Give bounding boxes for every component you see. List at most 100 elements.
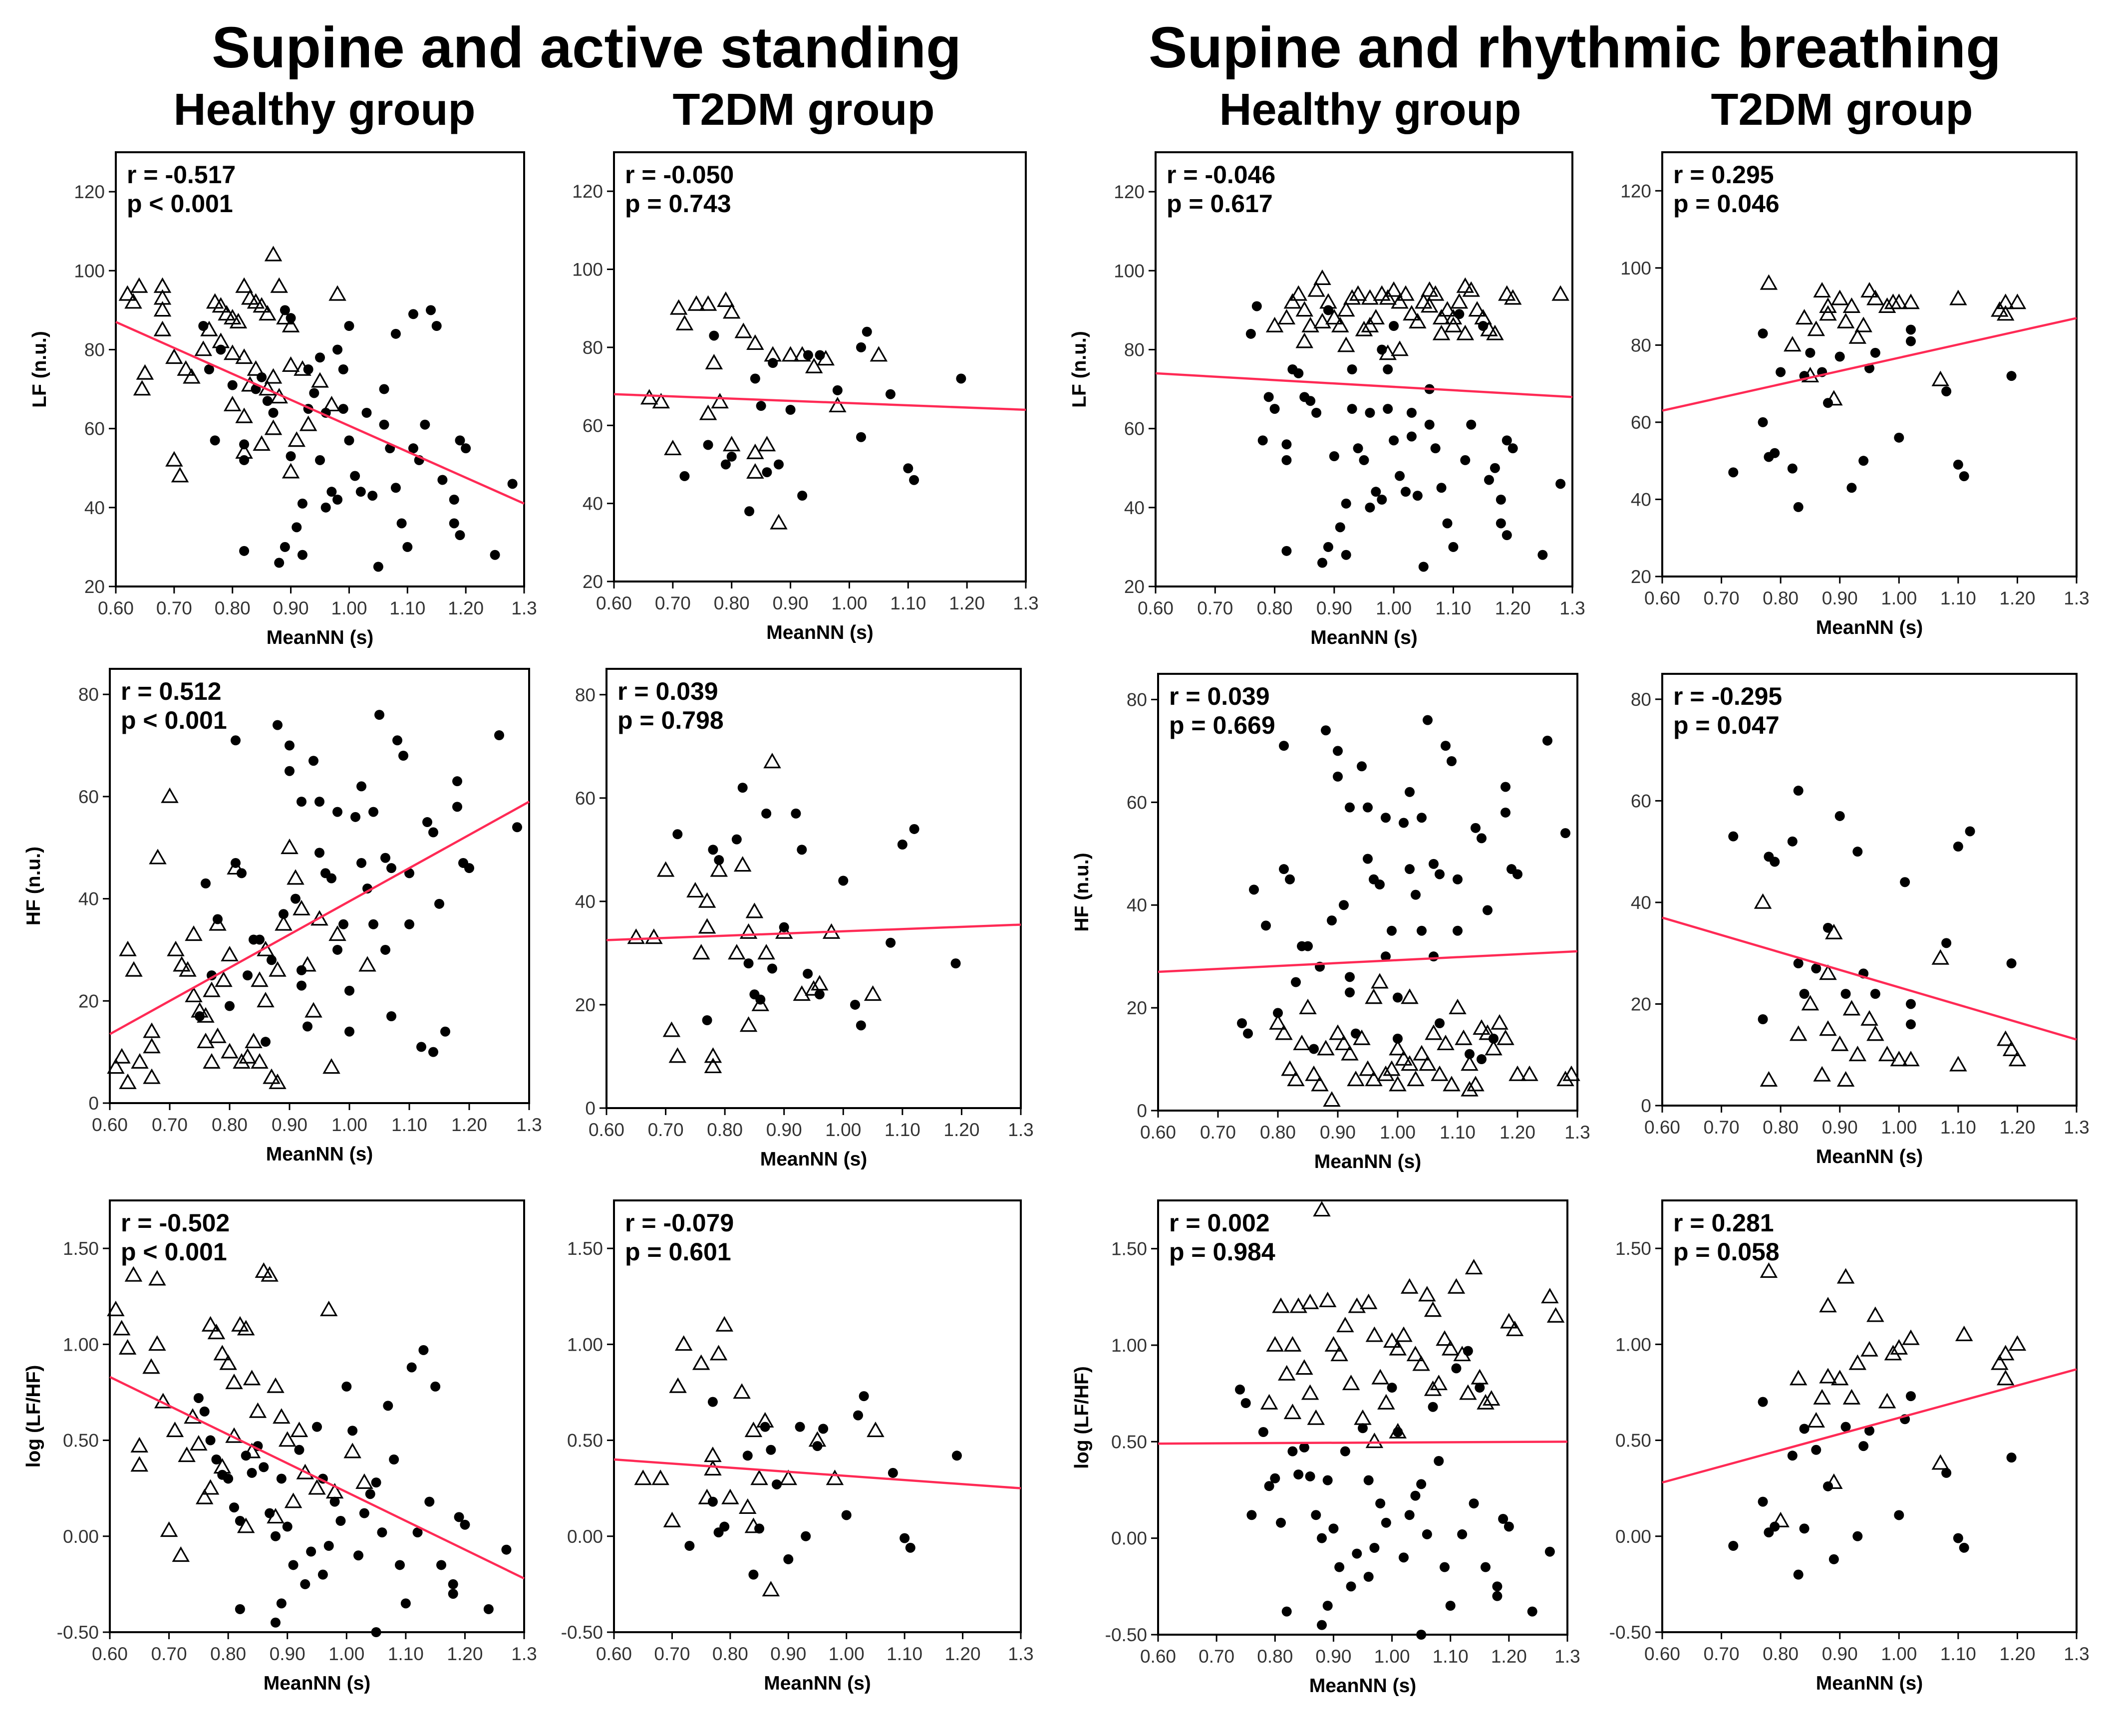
filled-circle-point	[1457, 1529, 1468, 1539]
open-triangle-point	[704, 1459, 722, 1476]
filled-circle-point	[243, 970, 253, 981]
open-triangle-point	[355, 1473, 373, 1489]
open-triangle-point	[328, 925, 346, 941]
y-tick-label: -0.50	[57, 1622, 99, 1643]
r-statistic: r = -0.046	[1167, 161, 1275, 189]
open-triangle-point	[1305, 1065, 1323, 1081]
open-triangle-point	[1335, 1034, 1353, 1051]
filled-circle-point	[326, 487, 337, 497]
p-statistic: p < 0.001	[121, 1238, 227, 1266]
regression-line	[606, 923, 1021, 941]
filled-circle-point	[344, 321, 354, 331]
filled-circle-point	[282, 1521, 293, 1532]
filled-circle-point	[1477, 833, 1487, 844]
open-triangle-point	[1341, 1045, 1359, 1061]
open-triangle-point	[1331, 316, 1349, 332]
filled-circle-point	[1512, 869, 1522, 879]
filled-circle-point	[332, 944, 342, 955]
filled-circle-point	[302, 1021, 312, 1032]
filled-circle-point	[312, 1422, 322, 1432]
filled-circle-point	[862, 326, 872, 337]
open-triangle-point	[1562, 1065, 1580, 1081]
filled-circle-point	[1463, 1346, 1473, 1356]
filled-circle-point	[434, 898, 444, 909]
filled-circle-point	[294, 1445, 304, 1455]
open-triangle-point	[1866, 289, 1884, 305]
x-tick-label: 0.60	[1644, 588, 1680, 608]
group-title-healthy-breathing: Healthy group	[1219, 85, 1521, 135]
x-tick-label: 1.20	[1491, 1646, 1527, 1667]
scatter-panel-srb_t_hf: 0.60 0.70 0.80 0.90 1.00 1.10 1.20 1.3 0 20 40 60 80…	[1631, 673, 2090, 1167]
open-triangle-point	[781, 346, 800, 362]
open-triangle-point	[1461, 1055, 1479, 1071]
open-triangle-point	[1996, 1030, 2015, 1046]
r-statistic: r = 0.039	[1169, 682, 1270, 710]
filled-circle-point	[373, 562, 383, 572]
open-triangle-point	[143, 1068, 161, 1084]
filled-circle-point	[1383, 364, 1393, 374]
open-triangle-point	[1801, 995, 1819, 1011]
x-tick-label: 1.20	[1999, 588, 2035, 608]
open-triangle-point	[1301, 1384, 1319, 1400]
filled-circle-point	[1257, 435, 1268, 446]
r-statistic: r = 0.295	[1673, 161, 1774, 189]
open-triangle-point	[179, 961, 197, 977]
filled-circle-point	[1381, 951, 1391, 962]
x-axis-label: MeanNN (s)	[764, 1673, 871, 1694]
filled-circle-point	[1299, 1442, 1309, 1452]
regression-line	[115, 321, 525, 505]
filled-circle-point	[1959, 471, 1969, 482]
plot-frame	[613, 1199, 1022, 1633]
filled-circle-point	[332, 495, 343, 505]
open-triangle-point	[1450, 293, 1469, 309]
y-tick-label: 1.50	[1111, 1239, 1147, 1259]
filled-circle-point	[1440, 1562, 1450, 1572]
filled-circle-point	[1469, 1498, 1479, 1509]
filled-circle-point	[1245, 328, 1256, 339]
filled-circle-point	[1261, 920, 1271, 931]
open-triangle-point	[757, 944, 775, 960]
x-tick-label: 1.00	[825, 1120, 861, 1140]
filled-circle-point	[235, 1516, 245, 1526]
filled-circle-point	[856, 342, 866, 352]
filled-circle-point	[797, 491, 808, 501]
filled-circle-point	[1454, 309, 1465, 319]
filled-circle-point	[455, 530, 465, 541]
filled-circle-point	[785, 405, 796, 415]
open-triangle-point	[1842, 1000, 1861, 1016]
filled-circle-point	[1416, 1630, 1427, 1640]
open-triangle-point	[1497, 1029, 1514, 1045]
open-triangle-point	[1477, 1394, 1495, 1410]
open-triangle-point	[229, 312, 248, 328]
plot-frame	[1157, 673, 1578, 1112]
open-triangle-point	[1395, 1326, 1413, 1342]
x-tick-label: 0.70	[1199, 1646, 1234, 1667]
open-triangle-point	[1825, 1473, 1843, 1489]
filled-circle-point	[1387, 1383, 1397, 1393]
filled-circle-point	[1243, 1028, 1253, 1039]
x-tick-label: 1.10	[1940, 1644, 1976, 1664]
open-triangle-point	[201, 1316, 220, 1332]
filled-circle-point	[888, 1467, 898, 1478]
filled-circle-point	[379, 384, 389, 394]
x-tick-label: 0.70	[156, 598, 192, 618]
filled-circle-point	[1406, 431, 1417, 442]
open-triangle-point	[310, 910, 328, 926]
open-triangle-point	[1491, 1014, 1508, 1030]
x-tick-label: 1.00	[1881, 1644, 1917, 1664]
open-triangle-point	[1377, 1394, 1395, 1410]
filled-circle-point	[361, 408, 372, 418]
filled-circle-point	[1416, 1479, 1427, 1489]
filled-circle-point	[672, 829, 683, 840]
x-tick-label: 1.00	[328, 1644, 364, 1664]
filled-circle-point	[448, 1589, 458, 1599]
filled-circle-point	[1383, 404, 1393, 414]
filled-circle-point	[1770, 1521, 1780, 1532]
filled-circle-point	[247, 1467, 257, 1478]
open-triangle-point	[1931, 949, 1950, 965]
x-tick-label: 0.90	[1316, 598, 1352, 618]
open-triangle-point	[245, 1032, 263, 1049]
open-triangle-point	[1365, 1326, 1384, 1342]
filled-circle-point	[1317, 1533, 1327, 1543]
open-triangle-point	[1355, 320, 1373, 336]
